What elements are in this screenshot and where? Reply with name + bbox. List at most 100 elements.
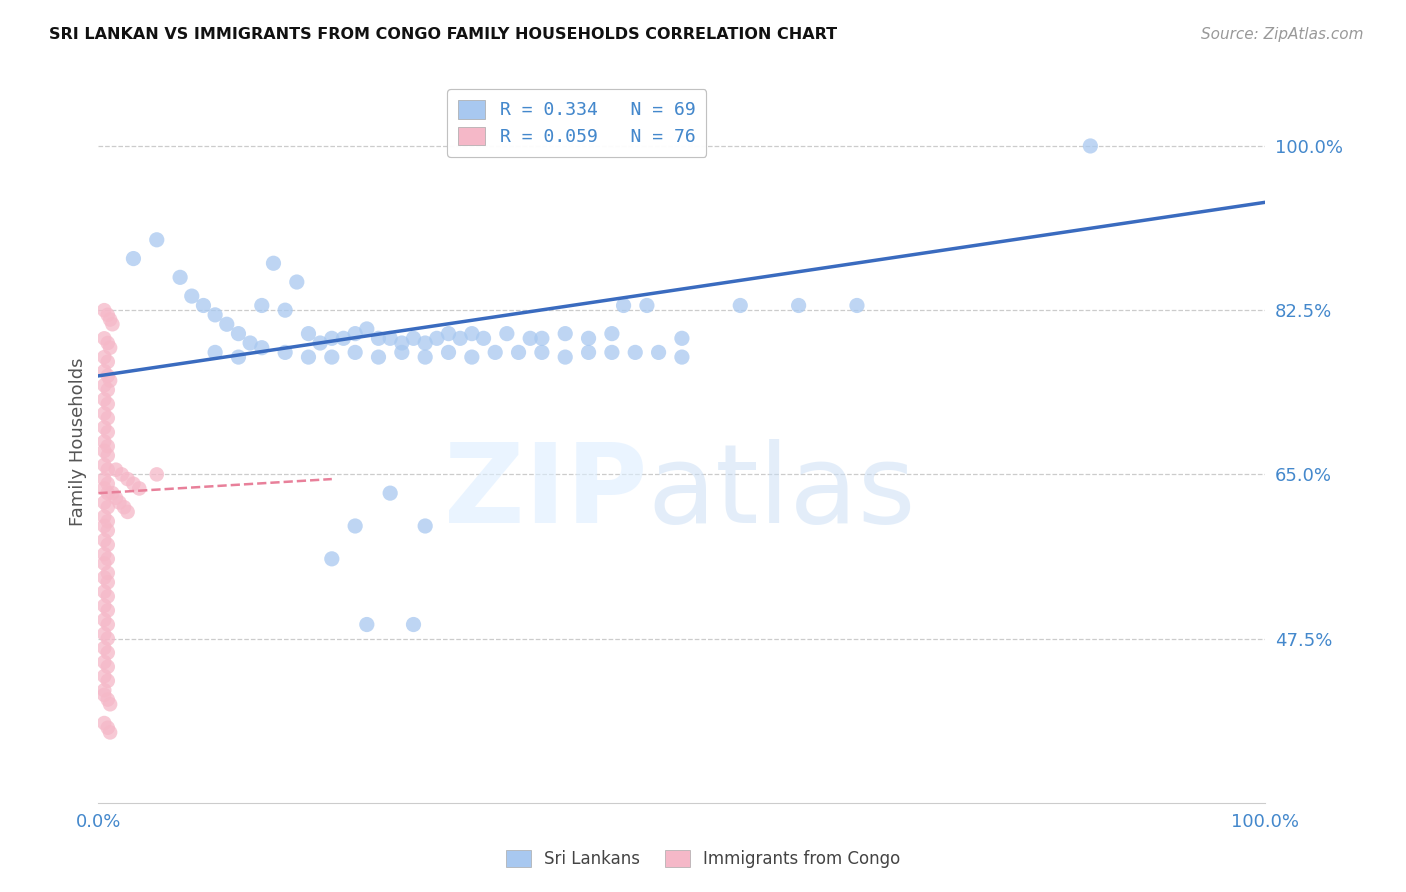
Point: [98, 725, 121, 739]
Point: [461, 350, 484, 364]
Text: Source: ZipAtlas.com: Source: ZipAtlas.com: [1201, 27, 1364, 42]
Point: [93, 364, 115, 378]
Point: [380, 486, 402, 500]
Point: [413, 336, 436, 351]
Point: [97, 566, 120, 580]
Point: [613, 298, 636, 312]
Point: [97, 336, 120, 351]
Point: [93, 331, 115, 345]
Point: [356, 617, 378, 632]
Point: [97, 551, 120, 566]
Point: [239, 336, 262, 351]
Point: [169, 270, 191, 285]
Text: ZIP: ZIP: [443, 439, 647, 546]
Point: [97, 524, 120, 538]
Point: [413, 519, 436, 533]
Point: [97, 617, 120, 632]
Point: [122, 252, 145, 266]
Point: [367, 331, 389, 345]
Point: [93, 482, 115, 496]
Point: [600, 326, 623, 341]
Point: [204, 308, 226, 322]
Point: [1080, 139, 1102, 153]
Point: [554, 326, 576, 341]
Point: [93, 599, 115, 613]
Point: [93, 444, 115, 458]
Point: [578, 345, 600, 359]
Point: [530, 331, 553, 345]
Point: [484, 345, 506, 359]
Point: [93, 458, 115, 472]
Point: [508, 345, 530, 359]
Point: [624, 345, 647, 359]
Point: [519, 331, 541, 345]
Point: [274, 303, 297, 318]
Point: [449, 331, 471, 345]
Point: [204, 345, 226, 359]
Point: [321, 350, 343, 364]
Point: [93, 584, 115, 599]
Point: [262, 256, 284, 270]
Point: [104, 463, 127, 477]
Point: [437, 326, 460, 341]
Point: [578, 331, 600, 345]
Point: [730, 298, 752, 312]
Point: [97, 659, 120, 673]
Point: [402, 617, 425, 632]
Point: [97, 449, 120, 463]
Point: [93, 557, 115, 571]
Point: [93, 683, 115, 698]
Point: [93, 547, 115, 561]
Point: [93, 627, 115, 641]
Point: [344, 326, 367, 341]
Point: [98, 341, 121, 355]
Point: [671, 331, 693, 345]
Point: [97, 514, 120, 528]
Point: [97, 632, 120, 646]
Point: [98, 374, 121, 388]
Point: [97, 673, 120, 688]
Point: [787, 298, 810, 312]
Point: [496, 326, 519, 341]
Point: [93, 303, 115, 318]
Point: [391, 345, 413, 359]
Point: [93, 533, 115, 547]
Point: [93, 378, 115, 392]
Point: [846, 298, 869, 312]
Point: [97, 308, 120, 322]
Point: [111, 467, 134, 482]
Point: [93, 406, 115, 420]
Point: [93, 669, 115, 683]
Point: [367, 350, 389, 364]
Point: [671, 350, 693, 364]
Legend: Sri Lankans, Immigrants from Congo: Sri Lankans, Immigrants from Congo: [499, 843, 907, 875]
Point: [274, 345, 297, 359]
Point: [93, 571, 115, 585]
Point: [117, 505, 139, 519]
Point: [228, 350, 250, 364]
Point: [93, 716, 115, 731]
Point: [97, 397, 120, 411]
Point: [472, 331, 495, 345]
Point: [193, 298, 215, 312]
Point: [98, 312, 121, 326]
Point: [122, 476, 145, 491]
Point: [93, 420, 115, 434]
Text: SRI LANKAN VS IMMIGRANTS FROM CONGO FAMILY HOUSEHOLDS CORRELATION CHART: SRI LANKAN VS IMMIGRANTS FROM CONGO FAMI…: [49, 27, 838, 42]
Point: [97, 439, 120, 453]
Point: [356, 322, 378, 336]
Point: [437, 345, 460, 359]
Point: [93, 519, 115, 533]
Point: [344, 519, 367, 533]
Point: [108, 495, 131, 509]
Point: [97, 538, 120, 552]
Point: [461, 326, 484, 341]
Point: [97, 355, 120, 369]
Point: [426, 331, 449, 345]
Point: [600, 345, 623, 359]
Point: [297, 326, 319, 341]
Y-axis label: Family Households: Family Households: [69, 358, 87, 525]
Point: [97, 368, 120, 383]
Point: [344, 345, 367, 359]
Point: [636, 298, 658, 312]
